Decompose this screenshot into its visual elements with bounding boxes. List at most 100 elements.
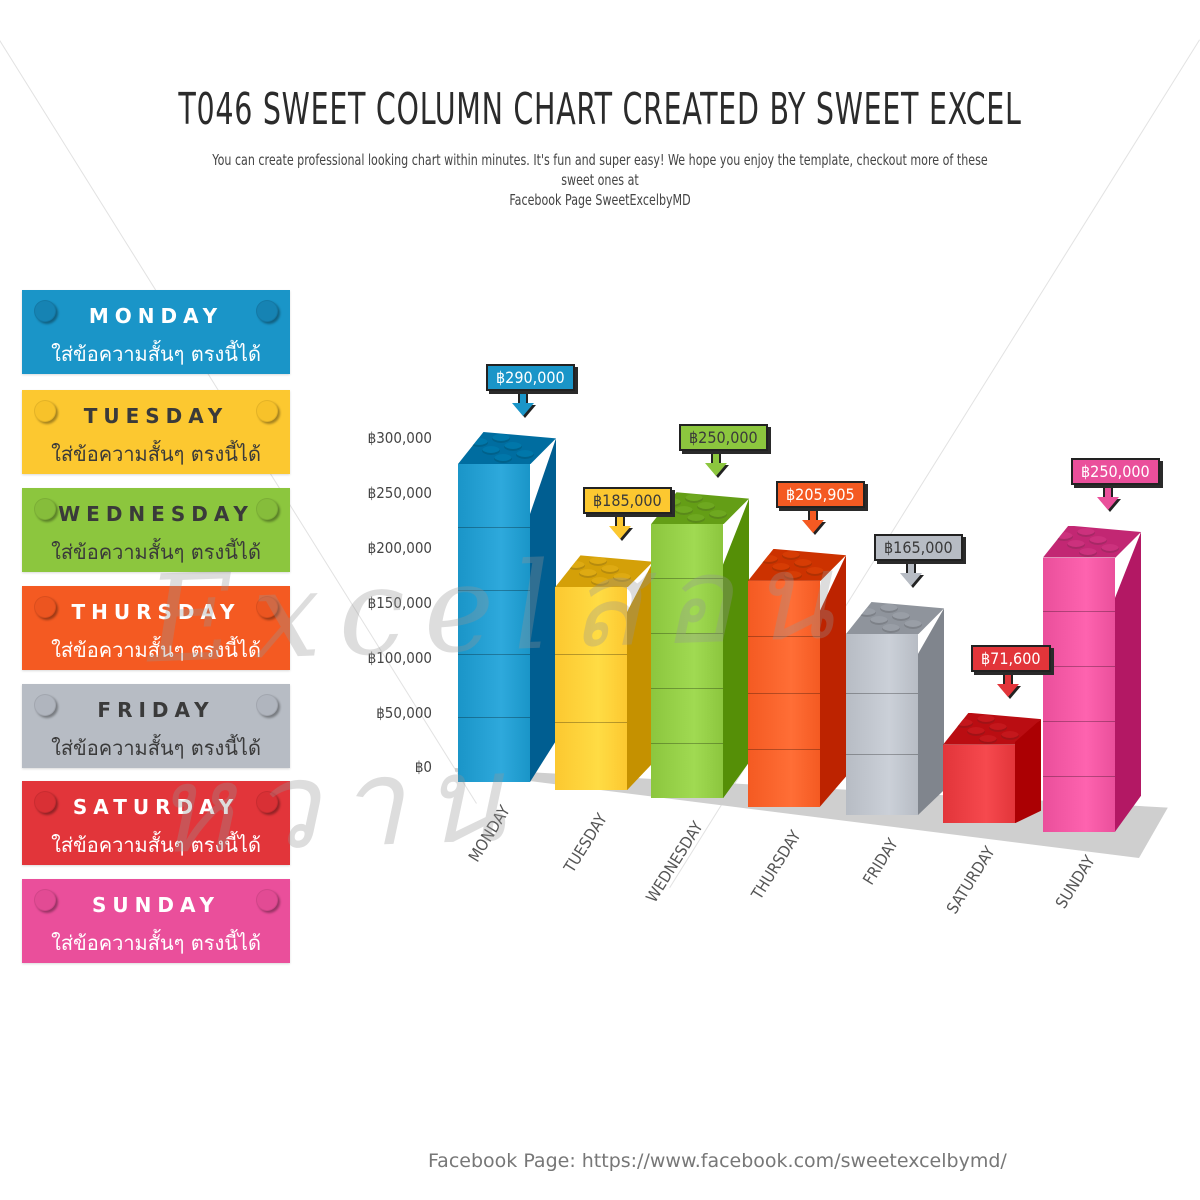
pin-icon — [34, 889, 56, 911]
brick-stud-icon — [892, 612, 910, 622]
bar-front-face — [555, 587, 627, 791]
brick-stud-icon — [955, 718, 973, 728]
bar-sunday[interactable] — [1043, 525, 1141, 832]
brick-stud-icon — [675, 506, 693, 516]
legend-note: ใส่ข้อความสั้นๆ ตรงนี้ได้ — [51, 736, 261, 760]
brick-stud-icon — [784, 570, 802, 580]
y-tick-label: ฿150,000 — [367, 594, 432, 612]
brick-stud-icon — [1001, 730, 1019, 740]
y-tick-label: ฿100,000 — [367, 649, 432, 667]
bar-side-face — [820, 555, 846, 807]
legend-note: ใส่ข้อความสั้นๆ ตรงนี้ได้ — [51, 540, 261, 564]
bar-side-face — [1115, 531, 1141, 832]
brick-seam — [555, 721, 627, 723]
data-label: ฿205,905 — [776, 480, 865, 508]
bar-saturday[interactable] — [943, 712, 1041, 824]
brick-stud-icon — [1067, 539, 1085, 549]
brick-seam — [458, 590, 530, 592]
data-label-callout: ฿205,905 — [776, 480, 865, 533]
brick-stud-icon — [967, 726, 985, 736]
brick-seam — [846, 693, 918, 695]
brick-seam — [651, 632, 723, 634]
y-tick-label: ฿300,000 — [367, 429, 432, 447]
brick-stud-icon — [589, 557, 607, 567]
brick-stud-icon — [685, 494, 703, 504]
data-label: ฿250,000 — [679, 424, 768, 452]
legend-card-friday: FRIDAY ใส่ข้อความสั้นๆ ตรงนี้ได้ — [22, 684, 290, 768]
bar-wednesday[interactable] — [651, 492, 749, 799]
brick-stud-icon — [760, 554, 778, 564]
y-tick-label: ฿50,000 — [376, 704, 432, 722]
brick-stud-icon — [492, 433, 510, 443]
y-tick-label: ฿200,000 — [367, 539, 432, 557]
pin-icon — [34, 596, 56, 618]
bar-top-face — [1043, 525, 1141, 558]
pin-icon — [256, 694, 278, 716]
brick-stud-icon — [470, 437, 488, 447]
brick-seam — [846, 753, 918, 755]
bar-side-face — [918, 608, 944, 815]
brick-stud-icon — [567, 561, 585, 571]
bar-side-face — [627, 561, 653, 791]
bar-top-face — [846, 602, 944, 635]
brick-seam — [1043, 721, 1115, 723]
brick-seam — [748, 636, 820, 638]
brick-stud-icon — [709, 510, 727, 520]
brick-seam — [651, 742, 723, 744]
pin-icon — [34, 694, 56, 716]
pin-icon — [256, 596, 278, 618]
bar-side-face — [530, 438, 556, 782]
arrow-down-icon — [900, 573, 922, 587]
callout-stem — [1003, 674, 1013, 684]
bar-friday[interactable] — [846, 602, 944, 815]
brick-stud-icon — [516, 449, 534, 459]
brick-stud-icon — [979, 734, 997, 744]
brick-stud-icon — [601, 565, 619, 575]
bar-side-face — [723, 498, 749, 799]
brick-stud-icon — [870, 616, 888, 626]
legend-day-label: TUESDAY — [83, 404, 229, 428]
brick-stud-icon — [494, 453, 512, 463]
brick-stud-icon — [504, 441, 522, 451]
page-title: T046 SWEET COLUMN CHART CREATED BY SWEET… — [178, 84, 1022, 135]
data-label: ฿165,000 — [874, 534, 963, 562]
callout-stem — [1103, 487, 1113, 497]
bar-front-face — [846, 634, 918, 815]
data-label-callout: ฿71,600 — [971, 644, 1051, 697]
legend-day-label: SUNDAY — [91, 893, 221, 917]
data-label-callout: ฿250,000 — [1071, 457, 1160, 510]
callout-stem — [518, 393, 528, 403]
bar-thursday[interactable] — [748, 548, 846, 807]
brick-seam — [748, 692, 820, 694]
bar-front-face — [458, 463, 530, 782]
arrow-down-icon — [512, 402, 534, 416]
bar-monday[interactable] — [458, 431, 556, 782]
arrow-down-icon — [609, 526, 631, 540]
data-label-callout: ฿185,000 — [583, 487, 672, 540]
bar-tuesday[interactable] — [555, 555, 653, 791]
brick-stud-icon — [591, 577, 609, 587]
brick-stud-icon — [482, 445, 500, 455]
legend-day-label: FRIDAY — [97, 698, 215, 722]
callout-stem — [711, 454, 721, 464]
callout-stem — [808, 510, 818, 520]
brick-seam — [1043, 666, 1115, 668]
brick-stud-icon — [687, 514, 705, 524]
brick-stud-icon — [1101, 543, 1119, 553]
x-tick-label: TUESDAY — [560, 810, 612, 877]
footer-link[interactable]: Facebook Page: https://www.facebook.com/… — [428, 1150, 1007, 1172]
bar-top-face — [555, 555, 653, 588]
brick-stud-icon — [663, 498, 681, 508]
data-label: ฿250,000 — [1071, 457, 1160, 485]
brick-stud-icon — [1055, 531, 1073, 541]
brick-stud-icon — [782, 550, 800, 560]
brick-stud-icon — [806, 566, 824, 576]
legend-day-label: WEDNESDAY — [58, 502, 254, 526]
brick-stud-icon — [977, 714, 995, 724]
y-tick-label: ฿0 — [414, 758, 432, 776]
legend-day-label: SATURDAY — [72, 795, 240, 819]
bar-top-face — [458, 431, 556, 464]
legend-note: ใส่ข้อความสั้นๆ ตรงนี้ได้ — [51, 442, 261, 466]
bar-top-face — [748, 548, 846, 581]
